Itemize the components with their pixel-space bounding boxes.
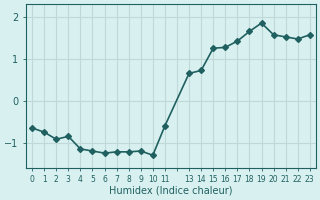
X-axis label: Humidex (Indice chaleur): Humidex (Indice chaleur) <box>109 186 233 196</box>
